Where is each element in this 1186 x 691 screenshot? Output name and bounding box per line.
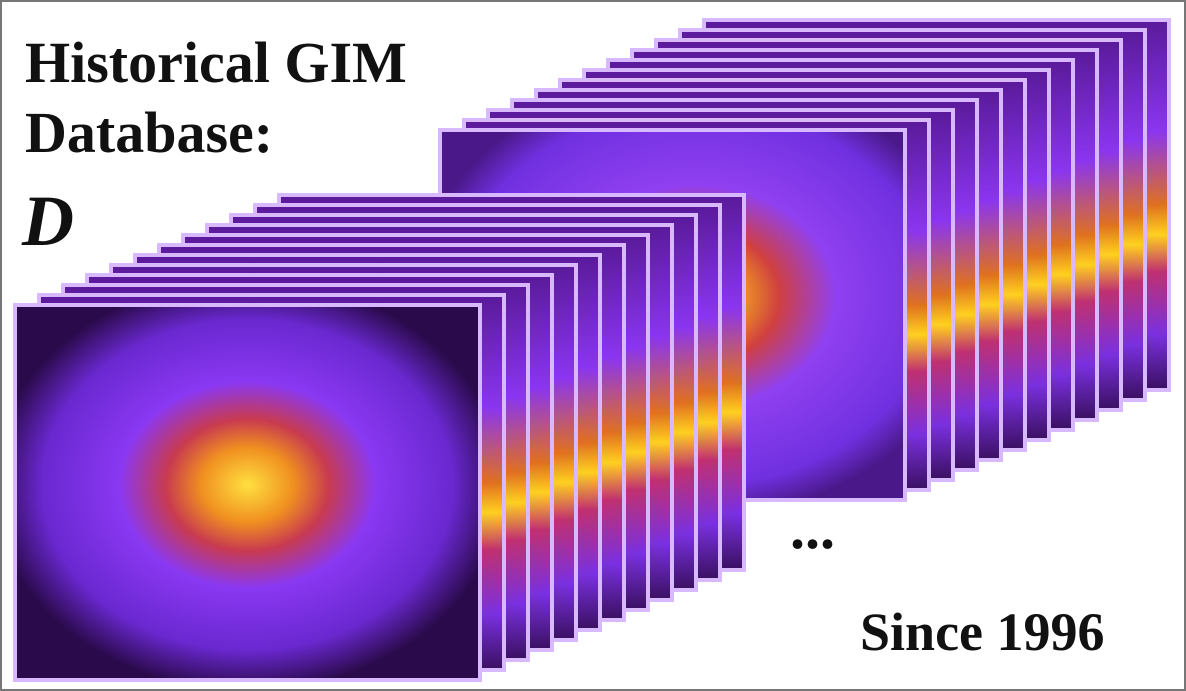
title-line: Database:	[25, 100, 273, 165]
database-symbol: D	[21, 181, 74, 261]
map-stack-front	[15, 195, 744, 680]
caption: Since 1996	[860, 602, 1105, 662]
title-line: Historical GIM	[25, 30, 407, 95]
page: Historical GIM Database: D ... Since 199…	[0, 0, 1186, 691]
ellipsis: ...	[790, 495, 835, 561]
map-front	[15, 305, 480, 680]
gim-illustration: Historical GIM Database: D ... Since 199…	[0, 0, 1186, 691]
